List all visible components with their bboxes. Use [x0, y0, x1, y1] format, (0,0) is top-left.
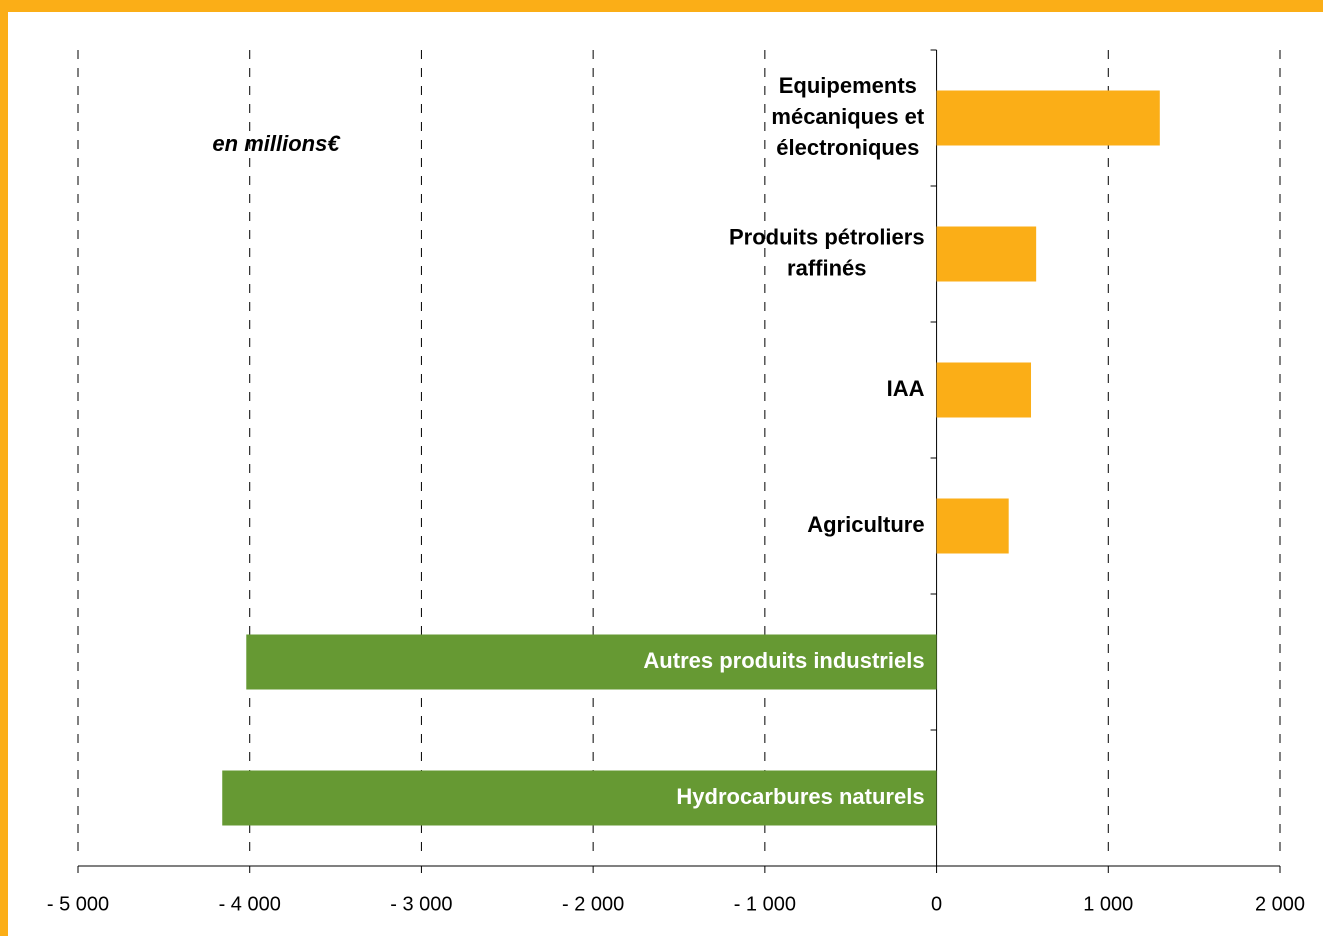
category-label: Hydrocarbures naturels [676, 784, 924, 809]
bar [936, 498, 1009, 554]
x-tick-label: - 1 000 [734, 893, 796, 915]
category-label: Equipements mécaniques et électroniques [771, 73, 925, 160]
x-tick-label: 1 000 [1083, 893, 1133, 915]
category-label: IAA [887, 376, 925, 401]
category-label: Produits pétroliers raffinés [729, 224, 925, 280]
category-label: Autres produits industriels [643, 648, 924, 673]
category-label: Agriculture [807, 512, 924, 537]
bar [246, 634, 937, 690]
frame-top [0, 0, 1323, 12]
bar [936, 226, 1037, 282]
x-tick-label: 0 [931, 893, 942, 915]
frame-left [0, 0, 8, 936]
x-tick-label: 2 000 [1255, 893, 1305, 915]
bar [936, 362, 1032, 418]
x-tick-label: - 2 000 [562, 893, 624, 915]
bar [936, 90, 1160, 146]
x-tick-label: - 4 000 [219, 893, 281, 915]
bar [222, 770, 937, 826]
annotation: en millions€ [212, 131, 341, 156]
x-tick-label: - 5 000 [47, 893, 109, 915]
x-tick-label: - 3 000 [390, 893, 452, 915]
